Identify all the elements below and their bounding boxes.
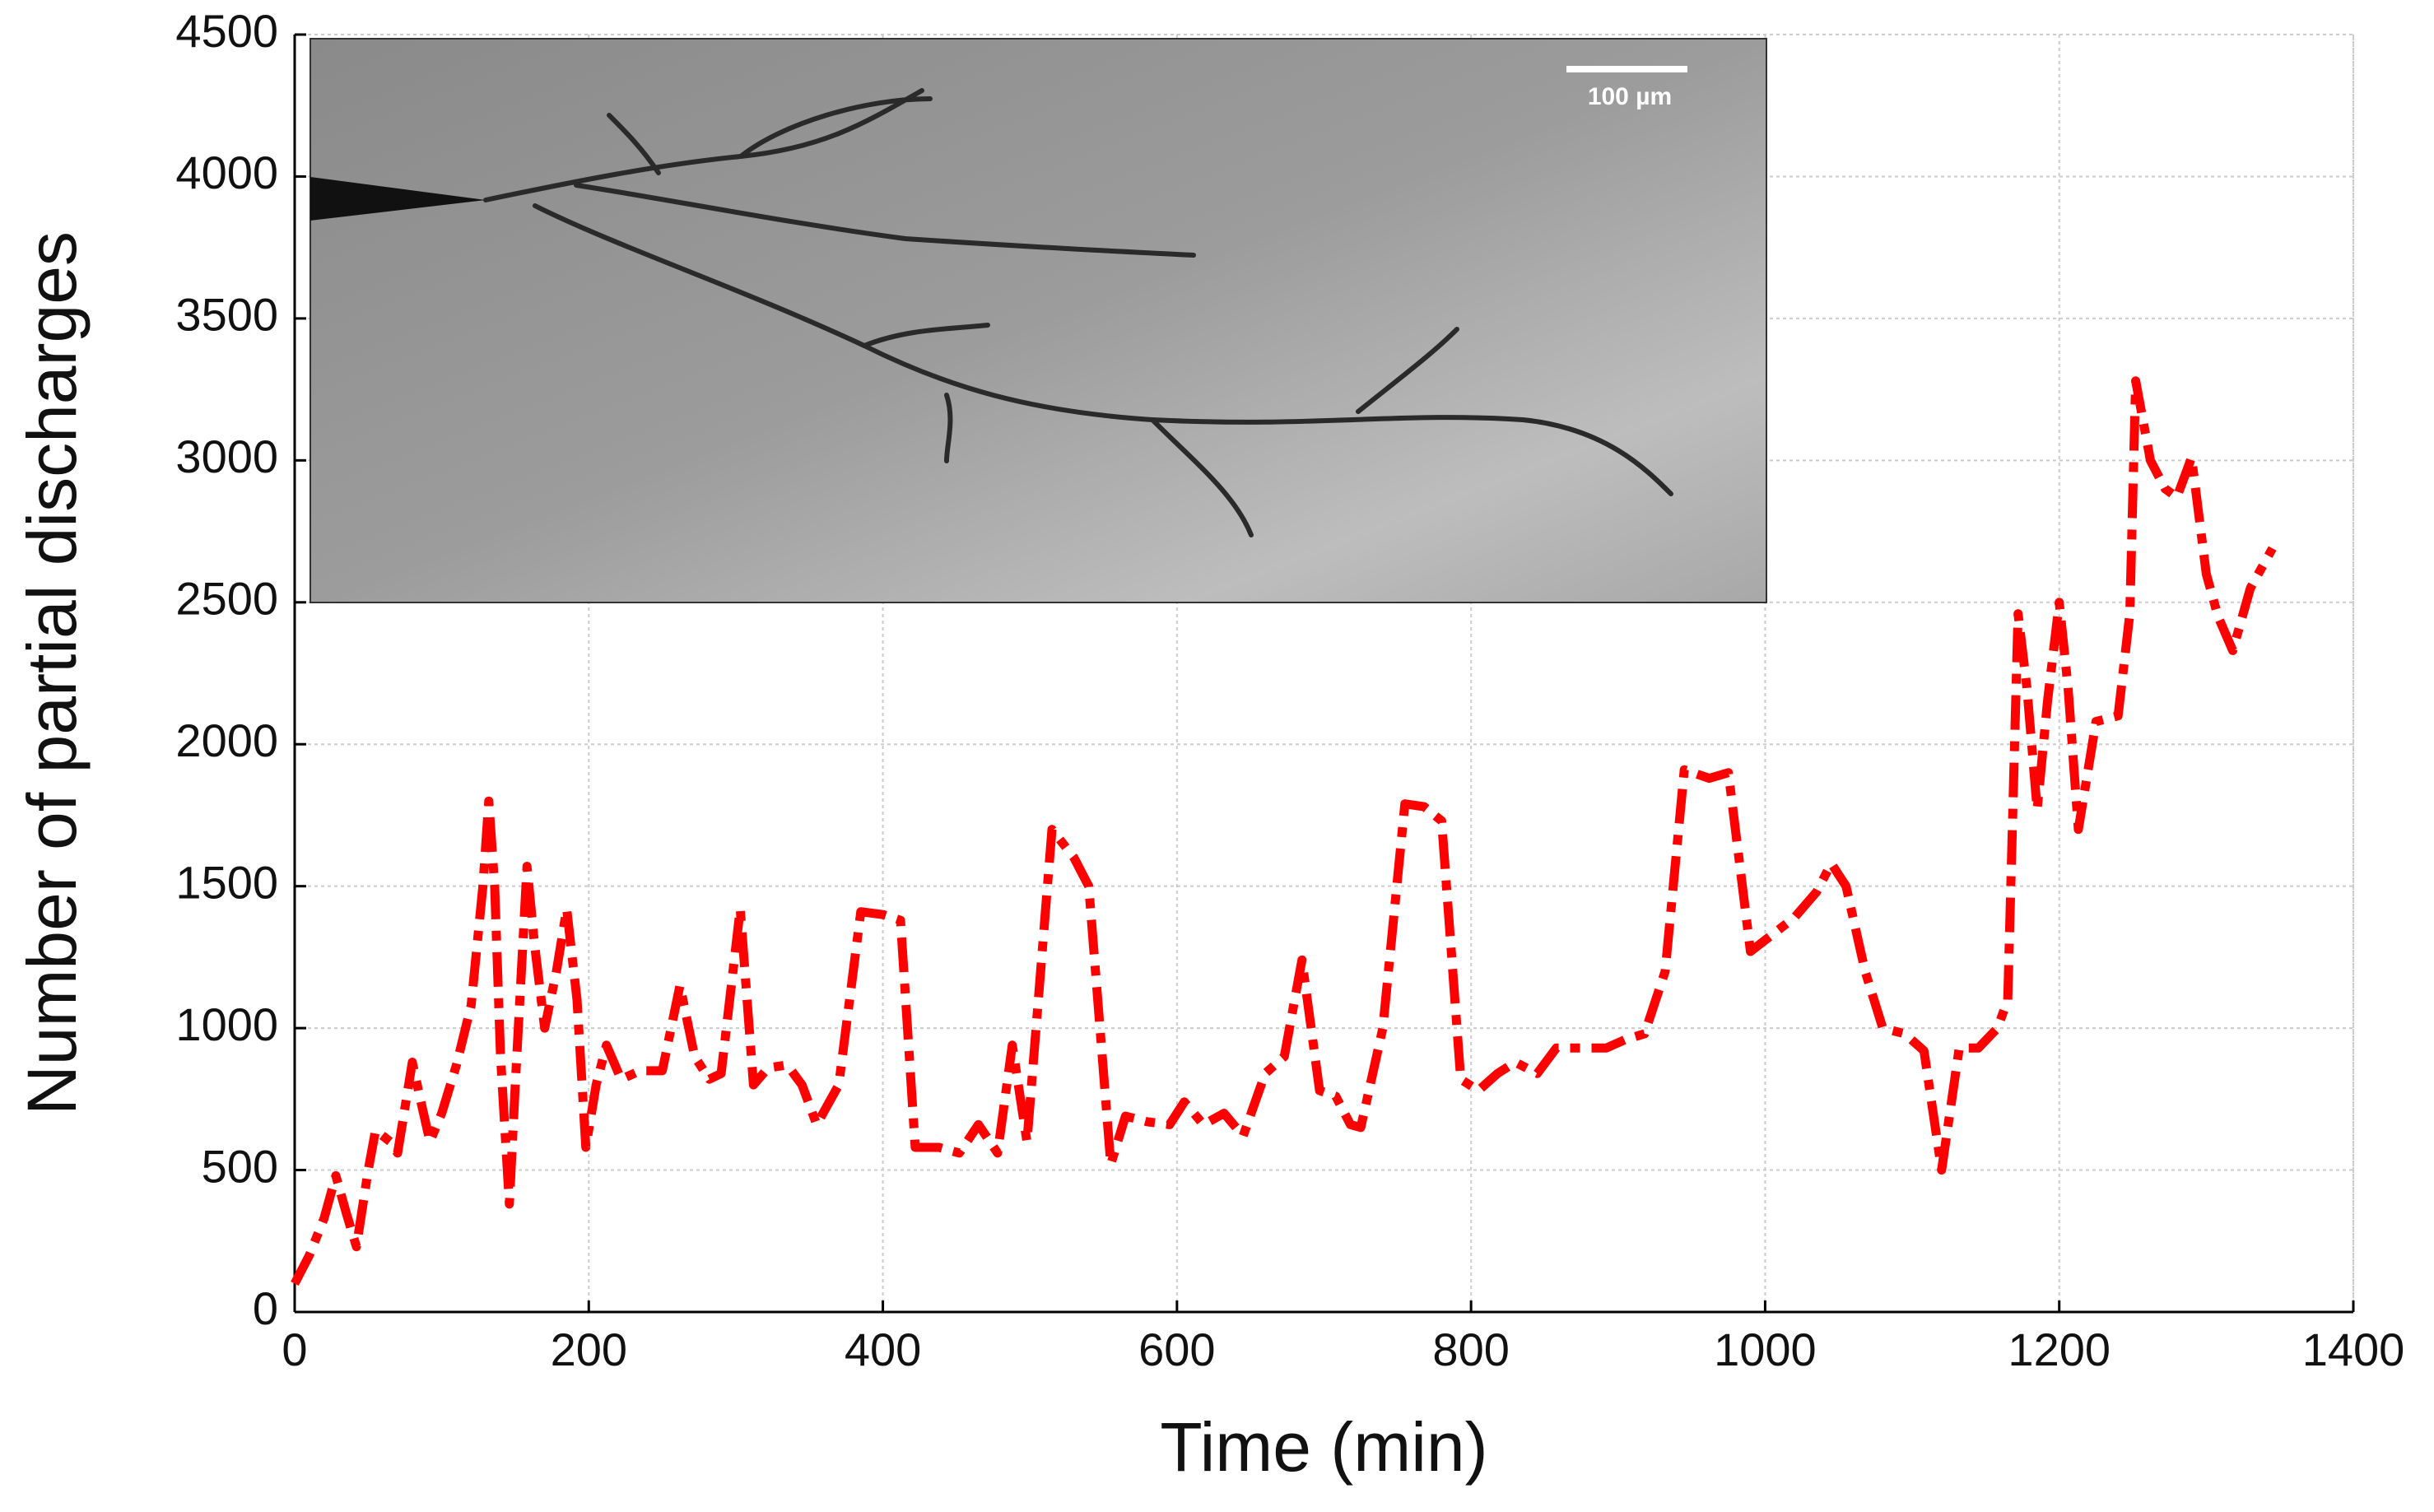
x-tick-label: 400 (845, 1324, 921, 1375)
x-tick-label: 200 (551, 1324, 627, 1375)
y-tick-label: 1500 (175, 856, 278, 908)
data-line (291, 376, 2277, 1286)
inset-image: 100 µm (309, 38, 1767, 603)
x-tick-label: 0 (282, 1324, 307, 1375)
x-tick-label: 800 (1432, 1324, 1509, 1375)
x-axis-title: Time (min) (1160, 1408, 1487, 1486)
x-tick-label: 1400 (2302, 1324, 2405, 1375)
x-tick-label: 1200 (2008, 1324, 2111, 1375)
y-tick-label: 0 (253, 1282, 278, 1334)
y-tick-label: 1000 (175, 998, 278, 1050)
y-tick-label: 3500 (175, 289, 278, 341)
y-tick-label: 4000 (175, 147, 278, 198)
x-tick-label: 1000 (1714, 1324, 1817, 1375)
scale-bar-label: 100 µm (1588, 83, 1672, 110)
y-tick-label: 4500 (175, 5, 278, 57)
y-tick-label: 2500 (175, 573, 278, 625)
y-tick-label: 3000 (175, 430, 278, 482)
y-tick-label: 500 (202, 1140, 278, 1192)
y-tick-label: 2000 (175, 714, 278, 766)
y-axis-title: Number of partial discharges (13, 231, 91, 1115)
x-tick-label: 600 (1138, 1324, 1215, 1375)
